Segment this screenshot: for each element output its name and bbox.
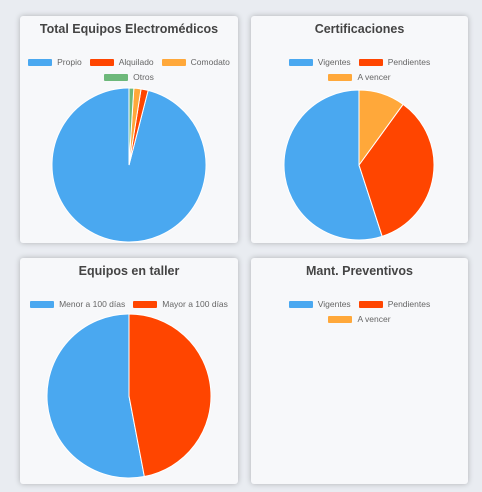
chart-legend: Menor a 100 días Mayor a 100 días — [20, 299, 238, 309]
legend-item[interactable]: A vencer — [328, 314, 391, 324]
legend-item[interactable]: Otros — [104, 72, 154, 82]
chart-legend: Vigentes Pendientes A vencer — [251, 299, 468, 324]
legend-label: Pendientes — [387, 299, 431, 309]
legend-label: Mayor a 100 días — [162, 299, 228, 309]
legend-item[interactable]: Vigentes — [288, 299, 351, 309]
legend-label: Vigentes — [317, 57, 351, 67]
legend-swatch — [28, 58, 53, 66]
chart-card-total-equipos: Total Equipos Electromédicos Propio Alqu… — [20, 16, 238, 243]
legend-swatch — [89, 58, 114, 66]
pie-slice-pendientes[interactable] — [358, 103, 435, 237]
legend-item[interactable]: Comodato — [161, 57, 230, 67]
legend-label: Propio — [57, 57, 82, 67]
legend-label: A vencer — [357, 314, 391, 324]
legend-item[interactable]: Pendientes — [358, 299, 431, 309]
legend-item[interactable]: Mayor a 100 días — [133, 299, 228, 309]
legend-label: Comodato — [190, 57, 230, 67]
legend-item[interactable]: Propio — [28, 57, 82, 67]
legend-item[interactable]: Pendientes — [358, 57, 431, 67]
legend-item[interactable]: Alquilado — [89, 57, 154, 67]
legend-label: Alquilado — [118, 57, 154, 67]
chart-title: Equipos en taller — [78, 264, 180, 278]
legend-swatch — [328, 315, 353, 323]
legend-swatch — [161, 58, 186, 66]
chart-title: Certificaciones — [314, 22, 405, 36]
legend-swatch — [133, 300, 158, 308]
legend-item[interactable]: Vigentes — [288, 57, 351, 67]
pie-chart — [46, 313, 212, 479]
legend-item[interactable]: A vencer — [328, 72, 391, 82]
legend-swatch — [288, 58, 313, 66]
legend-swatch — [30, 300, 55, 308]
legend-swatch — [328, 73, 353, 81]
chart-card-mant-preventivos: Mant. Preventivos Vigentes Pendientes A … — [251, 258, 468, 484]
legend-label: Vigentes — [317, 299, 351, 309]
pie-slice-menor-a-100-d-as[interactable] — [46, 313, 145, 479]
pie-slice-mayor-a-100-d-as[interactable] — [128, 313, 212, 478]
pie-chart — [51, 87, 207, 243]
legend-swatch — [288, 300, 313, 308]
legend-swatch — [358, 300, 383, 308]
pie-slice-a-vencer[interactable] — [358, 89, 404, 167]
chart-card-certificaciones: Certificaciones Vigentes Pendientes A ve… — [251, 16, 468, 243]
legend-item[interactable]: Menor a 100 días — [30, 299, 125, 309]
legend-label: Menor a 100 días — [59, 299, 126, 309]
legend-label: Pendientes — [387, 57, 431, 67]
pie-slice-otros[interactable] — [128, 87, 135, 166]
legend-swatch — [358, 58, 383, 66]
chart-legend: Vigentes Pendientes A vencer — [251, 57, 468, 82]
legend-label: Otros — [133, 72, 154, 82]
pie-chart — [283, 89, 435, 241]
chart-legend: Propio Alquilado Comodato Otros — [20, 57, 238, 82]
chart-card-equipos-taller: Equipos en taller Menor a 100 días Mayor… — [20, 258, 238, 484]
legend-label: A vencer — [357, 72, 391, 82]
chart-title: Mant. Preventivos — [306, 264, 413, 278]
legend-swatch — [104, 73, 129, 81]
pie-slice-vigentes[interactable] — [283, 89, 383, 241]
chart-title: Total Equipos Electromédicos — [39, 22, 219, 36]
